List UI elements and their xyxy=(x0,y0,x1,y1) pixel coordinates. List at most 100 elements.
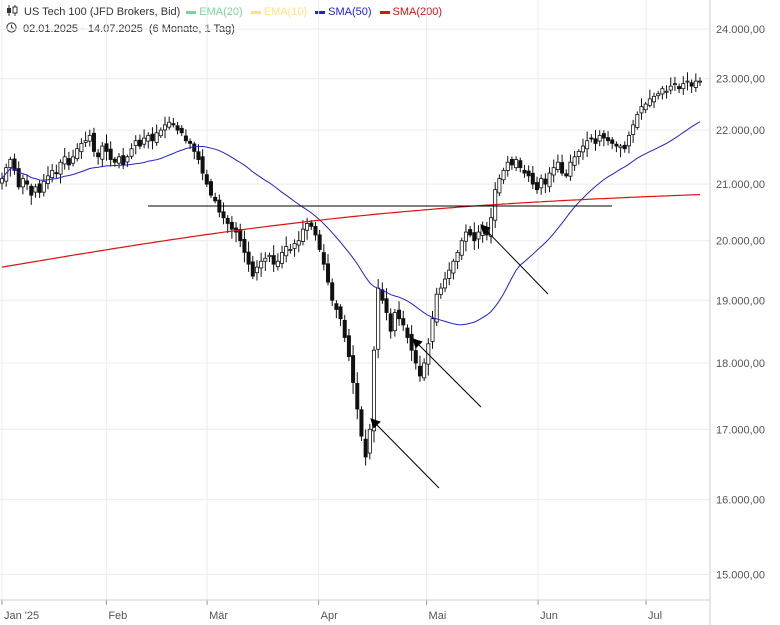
candle-body xyxy=(681,83,686,90)
candle-body xyxy=(183,135,188,142)
candle-body xyxy=(371,349,376,432)
candle-body xyxy=(163,124,168,131)
candle-body xyxy=(0,178,4,184)
candle-body xyxy=(626,135,631,147)
candle-body xyxy=(137,139,142,147)
candle-body xyxy=(104,143,109,152)
candle-body xyxy=(631,124,636,135)
candle-body xyxy=(593,138,598,144)
candle-body xyxy=(83,140,88,143)
candle-body xyxy=(380,289,385,301)
candle-body xyxy=(547,172,552,188)
candle-body xyxy=(522,169,527,174)
candle-body xyxy=(229,221,234,230)
candle-body xyxy=(698,80,703,83)
candle-body xyxy=(12,158,17,171)
candle-body xyxy=(54,172,59,175)
candle-body xyxy=(530,172,535,185)
candle-body xyxy=(288,249,293,251)
x-tick-label: Jun xyxy=(540,610,558,622)
candle-body xyxy=(167,121,172,128)
candle-body xyxy=(346,335,351,357)
y-tick-label: 21.000,00 xyxy=(716,179,765,191)
candle-body xyxy=(392,312,397,332)
legend-item[interactable]: SMA(50) xyxy=(315,6,372,18)
y-tick-label: 15.000,00 xyxy=(716,570,765,582)
legend-item[interactable]: EMA(20) xyxy=(186,6,243,18)
candle-body xyxy=(560,162,565,174)
candle-body xyxy=(238,229,243,242)
candle-body xyxy=(677,86,682,90)
candle-body xyxy=(317,234,322,250)
candle-body xyxy=(267,254,272,258)
candle-body xyxy=(8,159,13,169)
candle-body xyxy=(313,226,318,236)
candle-body xyxy=(409,333,414,351)
instrument-title: US Tech 100 (JFD Brokers, Bid) xyxy=(24,6,181,18)
candle-body xyxy=(668,85,673,91)
annotation-arrow[interactable] xyxy=(370,418,440,489)
candle-body xyxy=(618,145,623,149)
candle-body xyxy=(108,148,113,160)
candle-body xyxy=(213,196,218,202)
candle-body xyxy=(455,252,460,262)
candle-body xyxy=(606,137,611,142)
legend-item[interactable]: EMA(10) xyxy=(250,6,307,18)
candle-body xyxy=(305,223,310,231)
candle-body xyxy=(133,140,138,147)
x-tick-label: Jul xyxy=(648,610,662,622)
candle-body xyxy=(497,178,502,194)
candle-body xyxy=(96,152,101,158)
candle-body xyxy=(597,135,602,142)
candle-body xyxy=(518,160,523,169)
candle-body xyxy=(693,80,698,88)
candle-body xyxy=(505,161,510,171)
candle-body xyxy=(459,240,464,256)
candle-body xyxy=(242,238,247,253)
x-tick-label: Mär xyxy=(209,610,228,622)
candle-body xyxy=(359,409,364,437)
indicator-legend: EMA(20) EMA(10) SMA(50) SMA(200) xyxy=(186,6,442,18)
candle-body xyxy=(33,186,38,193)
candle-body xyxy=(326,263,331,283)
candle-body xyxy=(321,252,326,265)
candle-body xyxy=(463,231,468,242)
candle-body xyxy=(367,428,372,454)
y-tick-label: 23.000,00 xyxy=(716,74,765,86)
candle-body xyxy=(29,185,34,196)
candle-body xyxy=(601,133,606,139)
candle-body xyxy=(376,287,381,350)
candle-body xyxy=(171,123,176,126)
candle-body xyxy=(200,156,205,174)
candle-body xyxy=(192,143,197,152)
y-tick-label: 16.000,00 xyxy=(716,495,765,507)
candle-body xyxy=(254,266,259,274)
candle-body xyxy=(388,313,393,332)
annotation-arrow[interactable] xyxy=(412,338,482,408)
candle-body xyxy=(75,148,80,160)
x-tick-label: Mai xyxy=(429,610,447,622)
x-tick-label: Apr xyxy=(321,610,338,622)
candle-body xyxy=(401,318,406,326)
candle-body xyxy=(397,309,402,320)
candle-body xyxy=(468,229,473,236)
candle-body xyxy=(351,355,356,383)
chart-header: US Tech 100 (JFD Brokers, Bid) EMA(20) EM… xyxy=(6,5,442,19)
legend-label: EMA(20) xyxy=(199,6,243,18)
legend-item[interactable]: SMA(200) xyxy=(379,6,442,18)
candle-body xyxy=(384,298,389,313)
candlestick-icon[interactable] xyxy=(6,5,18,19)
candle-body xyxy=(555,161,560,171)
candle-body xyxy=(413,350,418,364)
legend-swatch xyxy=(379,10,390,14)
candle-body xyxy=(225,217,230,224)
annotation-arrow[interactable] xyxy=(480,224,549,295)
candle-body xyxy=(589,137,594,140)
x-tick-label: Jan '25 xyxy=(4,610,39,622)
candle-body xyxy=(334,303,339,310)
candle-body xyxy=(355,383,360,410)
candle-body xyxy=(150,133,155,142)
sma50-line xyxy=(1,121,701,326)
candle-body xyxy=(417,365,422,377)
